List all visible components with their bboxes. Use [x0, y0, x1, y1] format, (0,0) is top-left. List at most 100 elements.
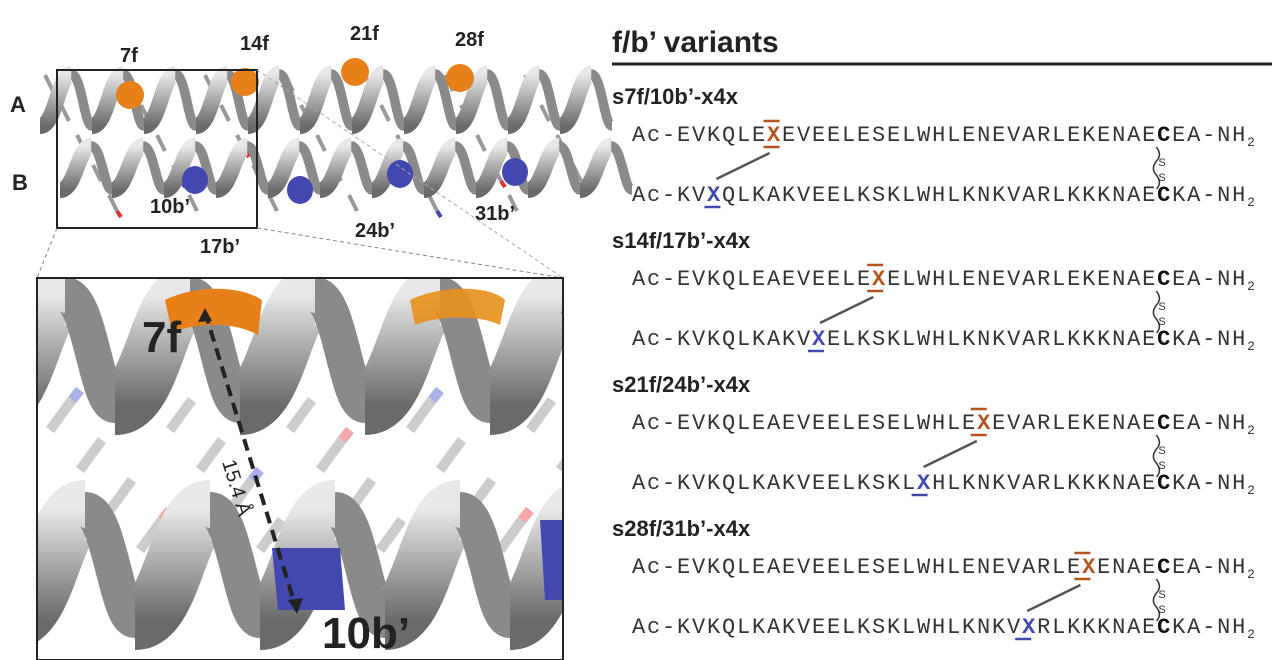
ribbon-turn: [528, 146, 559, 190]
seq-sub: 2: [1247, 339, 1257, 354]
b-label: 24b’: [355, 220, 395, 242]
seq-before: Ac-EVKQLEAEVEELE: [632, 267, 872, 292]
atom: [437, 211, 441, 217]
page: 7f14f21f28f 10b’17b’24b’31b’ 15.4 Å 7f 1…: [0, 0, 1272, 660]
ribbon-back: [175, 74, 196, 126]
sequence: Ac-KVKQLKAKVEELKSKLWHLKNKVXRLKKKNAECKA-N…: [632, 615, 1257, 642]
f-site: [116, 81, 144, 109]
side-chain: [381, 105, 389, 121]
side-chain: [189, 195, 197, 211]
seq-x: X: [977, 411, 992, 436]
chain-label: B: [12, 170, 28, 195]
ribbon-back: [591, 74, 612, 126]
seq-end: EA-NH: [1172, 411, 1247, 436]
ribbon-turn: [320, 146, 351, 190]
seq-sub: 2: [1247, 135, 1257, 150]
seq-x: X: [1022, 615, 1037, 640]
seq-sub: 2: [1247, 279, 1257, 294]
seq-end: KA-NH: [1172, 183, 1247, 208]
f-site: [231, 68, 259, 96]
atom: [501, 181, 505, 187]
crosslink: [924, 441, 977, 467]
sequence: Ac-EVKQLEXEVEELESELWHLENEVARLEKENAECEA-N…: [632, 123, 1257, 150]
b-site: [502, 158, 528, 186]
seq-end: EA-NH: [1172, 123, 1247, 148]
ribbon-back: [559, 146, 580, 190]
ribbon-turn: [580, 146, 611, 190]
seq-end: KA-NH: [1172, 471, 1247, 496]
ribbon-back: [611, 146, 632, 190]
seq-cys: C: [1157, 123, 1172, 148]
side-chain: [221, 105, 229, 121]
seq-end: EA-NH: [1172, 267, 1247, 292]
sequence: Ac-KVXQLKAKVEELKSKLWHLKNKVARLKKKNAECKA-N…: [632, 183, 1257, 210]
ribbon-turn: [60, 146, 91, 190]
ribbon-back: [565, 295, 615, 405]
seq-x: X: [812, 327, 827, 352]
seq-sub: 2: [1247, 195, 1257, 210]
seq-cys: C: [1157, 267, 1172, 292]
ribbon-back: [487, 74, 508, 126]
seq-before: Ac-EVKQLEAEVEELESELWHLE: [632, 411, 977, 436]
seq-before: Ac-KVKQLKAKV: [632, 327, 812, 352]
zoom-image: [0, 278, 740, 660]
f-label: 7f: [120, 45, 138, 67]
seq-sub: 2: [1247, 483, 1257, 498]
b-site-zoom: [272, 548, 345, 610]
ribbon-turn: [216, 146, 247, 190]
ribbon-turn: [196, 74, 227, 126]
ribbon-back: [351, 146, 372, 190]
crosslink: [716, 153, 769, 179]
side-chain: [157, 135, 165, 151]
crosslink: [1027, 585, 1080, 611]
seq-after: QLKAKVEELKSKLWHLKNKVARLKKKNAE: [722, 183, 1157, 208]
seq-x: X: [767, 123, 782, 148]
disulfide-atom: S: [1158, 589, 1165, 601]
disulfide-atom: S: [1158, 445, 1165, 457]
seq-after: ELWHLENEVARLEKENAE: [887, 267, 1157, 292]
seq-after: EVARLEKENAE: [992, 411, 1157, 436]
ribbon-turn: [144, 74, 175, 126]
figure: 7f14f21f28f 10b’17b’24b’31b’ 15.4 Å 7f 1…: [0, 0, 1272, 660]
seq-before: Ac-KVKQLKAKVEELKSKLWHLKNKV: [632, 615, 1022, 640]
seq-before: Ac-KV: [632, 183, 707, 208]
seq-cys: C: [1157, 555, 1172, 580]
ribbon-turn: [560, 74, 591, 126]
ribbon-turn: [300, 74, 331, 126]
ribbon-turn: [508, 74, 539, 126]
seq-after: ENAE: [1097, 555, 1157, 580]
seq-end: KA-NH: [1172, 615, 1247, 640]
zoom-b-label: 10b’: [322, 609, 410, 658]
seq-after: HLKNKVARLKKKNAE: [932, 471, 1157, 496]
side-chain: [429, 195, 437, 211]
ribbon-back: [455, 146, 476, 190]
ribbon-turn: [404, 74, 435, 126]
disulfide-atom: S: [1158, 316, 1165, 328]
ribbon-turn: [112, 146, 143, 190]
f-label: 14f: [240, 33, 269, 55]
sequence: Ac-KVKQLKAKVEELKSKLXHLKNKVARLKKKNAECKA-N…: [632, 471, 1257, 498]
seq-x: X: [872, 267, 887, 292]
f-site: [341, 58, 369, 86]
disulfide-atom: S: [1158, 301, 1165, 313]
f-label: 21f: [350, 23, 379, 45]
zoom-guide: [37, 228, 57, 278]
seq-sub: 2: [1247, 567, 1257, 582]
sequence: Ac-EVKQLEAEVEELESELWHLENEVARLEXENAECEA-N…: [632, 555, 1257, 582]
crosslink: [820, 297, 873, 323]
chain-label: A: [10, 92, 26, 117]
seq-before: Ac-EVKQLE: [632, 123, 767, 148]
atom: [522, 510, 530, 520]
seq-end: EA-NH: [1172, 555, 1247, 580]
seq-before: Ac-KVKQLKAKVEELKSKL: [632, 471, 917, 496]
side-chain: [477, 135, 485, 151]
b-site: [287, 176, 313, 204]
b-label: 31b’: [475, 203, 515, 225]
seq-cys: C: [1157, 183, 1172, 208]
seq-sub: 2: [1247, 423, 1257, 438]
seq-cys: C: [1157, 411, 1172, 436]
seq-after: ELKSKLWHLKNKVARLKKKNAE: [827, 327, 1157, 352]
zoom-f-label: 7f: [142, 313, 181, 362]
seq-cys: C: [1157, 615, 1172, 640]
